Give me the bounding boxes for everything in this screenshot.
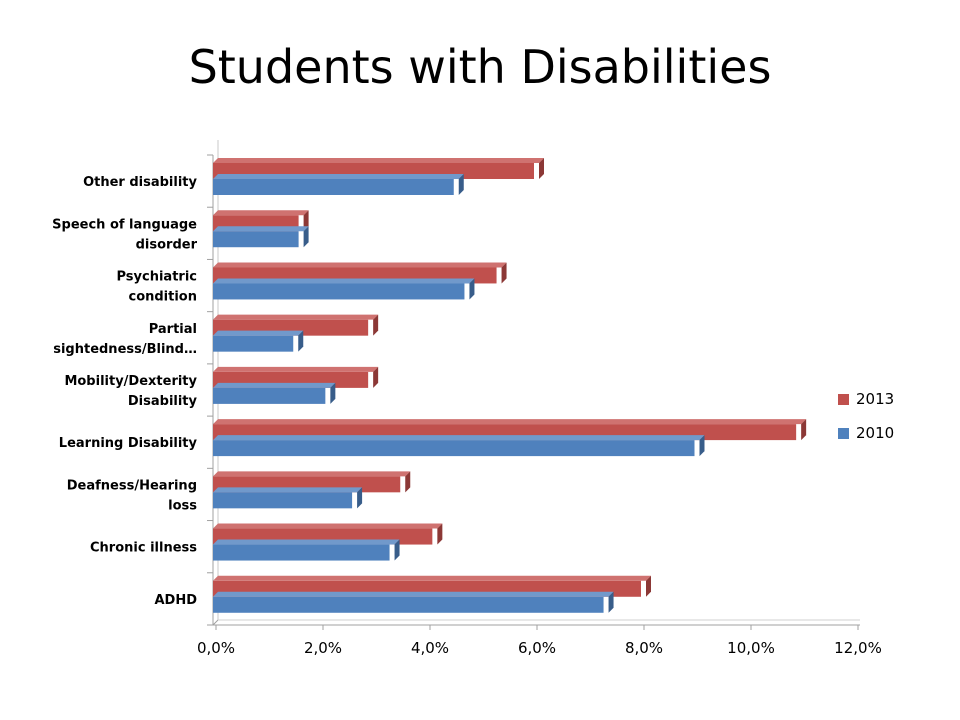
category-labels: Other disability Speech of language disord… xyxy=(52,175,197,608)
category-label: Learning Disability xyxy=(59,436,198,451)
category-label: condition xyxy=(128,290,197,305)
category-label: sightedness/Blind… xyxy=(53,342,197,357)
bar-2013-top xyxy=(213,158,544,163)
bar-2010-top xyxy=(213,174,464,179)
bar-2013-top xyxy=(213,262,507,268)
bar-2010-front xyxy=(213,283,465,300)
x-tick-label: 10,0% xyxy=(727,639,775,657)
bar-2010 xyxy=(213,382,336,404)
bar-2010-side xyxy=(469,278,475,300)
bar-2010 xyxy=(213,435,705,457)
bar-2010 xyxy=(213,539,400,561)
bar-2010-front xyxy=(213,544,390,561)
bar-2013-top xyxy=(213,523,443,529)
bar-2010-top xyxy=(213,591,614,597)
bar-2010-top xyxy=(213,539,400,545)
category-label: Deafness/Hearing xyxy=(67,478,197,493)
bar-2010-side xyxy=(394,539,400,561)
bar-2010-front xyxy=(213,335,294,352)
bar-2010-front xyxy=(213,179,454,195)
legend-swatch-2013 xyxy=(838,394,849,405)
bar-2010-front xyxy=(213,440,695,457)
bar-2013-side xyxy=(539,158,544,179)
x-tick-labels: 0,0% 2,0% 4,0% 6,0% 8,0% 10,0% 12,0% xyxy=(197,625,882,657)
x-tick-label: 0,0% xyxy=(197,639,235,657)
bar-2010-side xyxy=(608,591,614,613)
x-tick-label: 8,0% xyxy=(625,639,663,657)
legend: 2013 2010 xyxy=(838,390,894,442)
bar-2013-top xyxy=(213,471,411,477)
bar-2013-side xyxy=(437,523,443,545)
legend-label-2013: 2013 xyxy=(856,390,894,408)
bar-2010-side xyxy=(458,174,464,195)
bar-2010 xyxy=(213,330,304,352)
bar-2010-top xyxy=(213,330,304,336)
floor-edge xyxy=(212,619,219,626)
bar-2013-side xyxy=(801,419,807,441)
bar-2013-top xyxy=(213,575,651,581)
category-label: Mobility/Dexterity xyxy=(64,374,197,389)
bar-2010-top xyxy=(213,487,363,493)
bar-2010-front xyxy=(213,492,353,509)
bar-2013-top xyxy=(213,210,309,216)
bar-2010-side xyxy=(303,226,309,248)
bar-2010-side xyxy=(298,330,304,352)
legend-swatch-2010 xyxy=(838,428,849,439)
bar-2013-side xyxy=(405,471,411,493)
bar-2013-top xyxy=(213,366,379,372)
bar-2013-side xyxy=(501,262,507,284)
bar-2010-top xyxy=(213,435,705,441)
bar-2013-top xyxy=(213,419,807,425)
bar-2010-side xyxy=(699,435,705,457)
bar-2010-side xyxy=(330,382,336,404)
x-tick-label: 12,0% xyxy=(834,639,882,657)
category-label: disorder xyxy=(136,237,198,252)
category-label: loss xyxy=(168,498,197,513)
category-label: Psychiatric xyxy=(117,270,198,285)
bar-2010-front xyxy=(213,596,604,613)
category-label: Speech of language xyxy=(52,217,197,232)
bar-2010-top xyxy=(213,226,309,232)
x-tick-label: 6,0% xyxy=(518,639,556,657)
bar-2013-side xyxy=(646,575,651,597)
chart-bars xyxy=(213,158,807,613)
bar-2010 xyxy=(213,487,363,509)
bar-2010-front xyxy=(213,231,299,248)
bar-2010-top xyxy=(213,278,475,284)
category-label: Partial xyxy=(149,322,197,337)
bar-2010-front xyxy=(213,387,326,404)
bar-2013-side xyxy=(303,210,309,232)
bar-2010-top xyxy=(213,382,336,388)
bar-2013-side xyxy=(373,314,379,336)
bar-2010 xyxy=(213,591,614,613)
bar-2013-side xyxy=(373,366,379,388)
bar-2013-top xyxy=(213,314,379,320)
x-tick-label: 4,0% xyxy=(411,639,449,657)
category-label: Other disability xyxy=(83,175,197,190)
bar-2010 xyxy=(213,174,464,195)
category-label: ADHD xyxy=(154,593,197,608)
category-label: Disability xyxy=(128,394,198,409)
legend-label-2010: 2010 xyxy=(856,424,894,442)
bar-2010-side xyxy=(357,487,363,509)
x-tick-label: 2,0% xyxy=(304,639,342,657)
category-label: Chronic illness xyxy=(90,541,197,556)
bar-2010 xyxy=(213,278,475,300)
bar-2010 xyxy=(213,226,309,248)
slide-title: Students with Disabilities xyxy=(188,40,772,94)
